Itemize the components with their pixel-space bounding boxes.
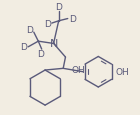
Text: OH: OH xyxy=(71,65,85,74)
Text: OH: OH xyxy=(116,68,130,77)
Text: N: N xyxy=(49,39,58,49)
Text: D: D xyxy=(26,26,33,35)
Text: D: D xyxy=(37,50,44,59)
Text: D: D xyxy=(20,43,27,52)
Text: D: D xyxy=(55,3,62,12)
Text: D: D xyxy=(69,15,76,24)
Text: D: D xyxy=(44,19,51,28)
